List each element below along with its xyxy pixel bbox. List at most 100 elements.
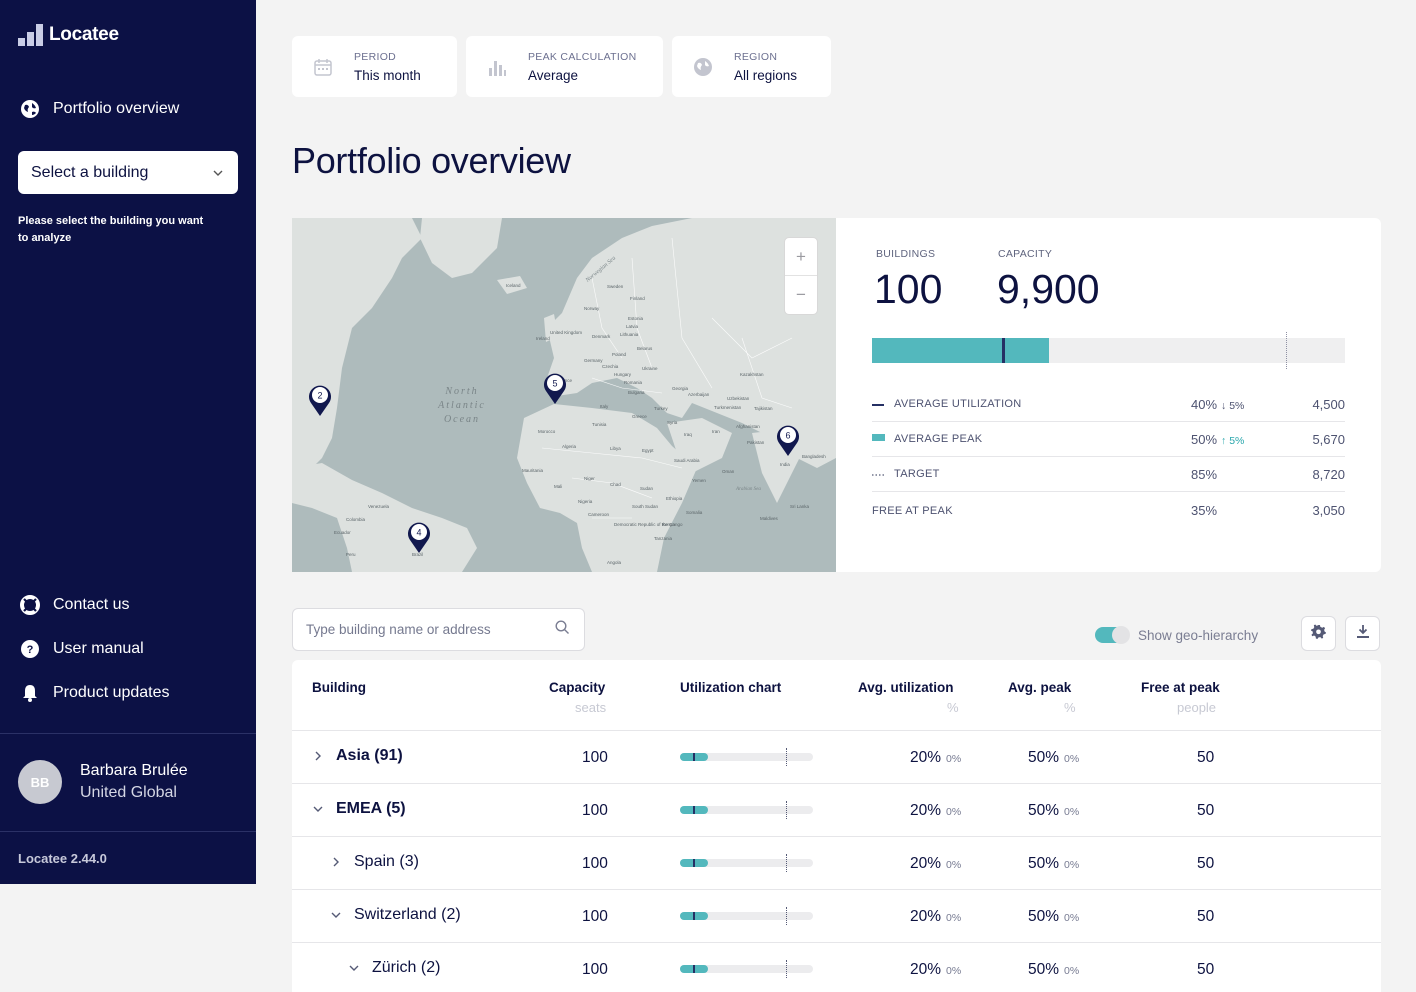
chevron-right-icon[interactable] (330, 856, 342, 868)
cell-free-at-peak: 50 (1197, 908, 1215, 925)
map-place-label: Colombia (346, 517, 366, 522)
column-header-building[interactable]: Building (312, 680, 366, 695)
legend-pct: 35% (1191, 503, 1218, 518)
target-marker (1285, 332, 1287, 369)
legend-label: TARGET (894, 468, 940, 480)
table-row[interactable]: Switzerland (2) 100 20% 0% 50% 0% 50 (292, 889, 1381, 942)
page-title: Portfolio overview (292, 140, 571, 181)
map-place-label: Ethiopia (666, 496, 683, 501)
nav-contact-us[interactable]: Contact us (20, 595, 129, 615)
column-header-capacity[interactable]: Capacity (549, 680, 606, 695)
column-header-free-at-peak[interactable]: Free at peak (1141, 680, 1220, 695)
peak-swatch-icon (872, 433, 894, 445)
column-header-avg-peak[interactable]: Avg. peak (1008, 680, 1072, 695)
search-icon[interactable] (555, 619, 570, 640)
building-select[interactable]: Select a building (18, 151, 238, 194)
cell-value: 20% (910, 749, 942, 766)
map-pin[interactable]: 5 (542, 371, 568, 405)
column-subheader: seats (575, 700, 607, 715)
map-place-label: Angola (607, 560, 622, 565)
filter-region[interactable]: REGION All regions (672, 36, 831, 97)
map-place-label: Azerbaijan (688, 392, 710, 397)
legend-trend: ↑ 5% (1221, 434, 1245, 447)
legend-row-target: TARGET 85% 8,720 (872, 457, 1345, 492)
cell-value: 50% (1028, 908, 1060, 925)
table-row[interactable]: Asia (91) 100 20% 0% 50% 0% 50 (292, 730, 1381, 783)
settings-button[interactable] (1301, 616, 1336, 651)
table-row[interactable]: EMEA (5) 100 20% 0% 50% 0% 50 (292, 783, 1381, 836)
filter-peak-calculation[interactable]: PEAK CALCULATION Average (466, 36, 663, 97)
cell-capacity: 100 (582, 855, 608, 872)
legend-pct: 85% (1191, 466, 1218, 482)
map-place-label: Estonia (628, 316, 644, 321)
capacity-bar (872, 332, 1345, 369)
cell-delta: 0% (946, 806, 962, 818)
chevron-down-icon[interactable] (330, 909, 342, 921)
table-row[interactable]: Zürich (2) 100 20% 0% 50% 0% 50 (292, 942, 1381, 992)
gear-icon (1311, 623, 1326, 644)
bell-icon (20, 683, 40, 703)
capacity-value: 9,900 (997, 266, 1100, 312)
row-toggle[interactable]: Switzerland (2) (330, 906, 461, 924)
map-place-label: Tunisia (592, 422, 607, 427)
nav-product-updates[interactable]: Product updates (20, 683, 170, 703)
portfolio-map[interactable]: Iceland Sweden Finland Norway Poland Bel… (292, 218, 836, 572)
legend-pct: 50% ↑ 5% (1191, 432, 1244, 447)
geo-hierarchy-toggle[interactable] (1095, 626, 1130, 644)
map-place-label: Romania (624, 380, 643, 385)
map-place-label: Greece (632, 414, 647, 419)
chevron-down-icon[interactable] (348, 962, 360, 974)
nav-label: User manual (53, 640, 144, 657)
row-toggle[interactable]: EMEA (5) (312, 800, 406, 818)
chevron-right-icon[interactable] (312, 750, 324, 762)
mini-target-marker (786, 748, 788, 766)
table-row[interactable]: Spain (3) 100 20% 0% 50% 0% 50 (292, 836, 1381, 889)
legend-row-avg-peak: AVERAGE PEAK 50% ↑ 5% 5,670 (872, 422, 1345, 457)
map-place-label: Morocco (538, 429, 556, 434)
legend-label: AVERAGE UTILIZATION (894, 398, 1022, 410)
zoom-out-button[interactable]: − (796, 285, 806, 304)
nav-portfolio-overview[interactable]: Portfolio overview (20, 99, 179, 119)
filter-period[interactable]: PERIOD This month (292, 36, 457, 97)
chevron-down-icon[interactable] (312, 803, 324, 815)
map-place-label: Bulgaria (628, 390, 645, 395)
map-place-label: Sweden (607, 284, 624, 289)
cell-delta: 0% (1064, 965, 1080, 977)
building-search[interactable] (292, 608, 585, 651)
cell-value: 20% (910, 961, 942, 978)
map-pin[interactable]: 4 (406, 520, 432, 554)
map-place-label: Kenya (662, 522, 675, 527)
avatar: BB (18, 760, 62, 804)
legend-pct: 40% ↓ 5% (1191, 397, 1244, 412)
legend-row-free-at-peak: FREE AT PEAK 35% 3,050 (872, 493, 1345, 528)
search-input[interactable] (306, 622, 536, 637)
globe-icon (692, 56, 714, 78)
map-place-label: Nigeria (578, 499, 593, 504)
column-subheader: % (947, 700, 959, 715)
column-header-avg-utilization[interactable]: Avg. utilization (858, 680, 954, 695)
legend-label: AVERAGE PEAK (894, 433, 983, 445)
download-button[interactable] (1345, 616, 1380, 651)
cell-delta: 0% (946, 753, 962, 765)
chevron-down-icon (212, 164, 224, 182)
help-circle-icon: ? (20, 639, 40, 659)
map-place-label: Pakistan (747, 440, 765, 445)
nav-user-manual[interactable]: ? User manual (20, 639, 144, 659)
zoom-in-button[interactable]: + (785, 238, 817, 276)
map-place-label: Iran (712, 429, 720, 434)
map-place-label: Finland (630, 296, 645, 301)
row-toggle[interactable]: Spain (3) (330, 853, 419, 871)
app-logo[interactable]: Locatee (18, 24, 119, 46)
target-dotted-icon (872, 468, 894, 480)
cell-delta: 0% (946, 965, 962, 977)
cell-avg-peak: 50% 0% (1028, 749, 1079, 767)
map-pin[interactable]: 2 (307, 383, 333, 417)
row-toggle[interactable]: Zürich (2) (348, 959, 440, 977)
globe-icon (20, 99, 40, 119)
utilization-mini-bar (680, 854, 813, 872)
map-pin[interactable]: 6 (775, 423, 801, 457)
cell-value: 50% (1028, 961, 1060, 978)
row-toggle[interactable]: Asia (91) (312, 747, 403, 765)
user-profile[interactable]: BB Barbara Brulée United Global (18, 760, 188, 804)
map-place-label: Afghanistan (736, 424, 760, 429)
